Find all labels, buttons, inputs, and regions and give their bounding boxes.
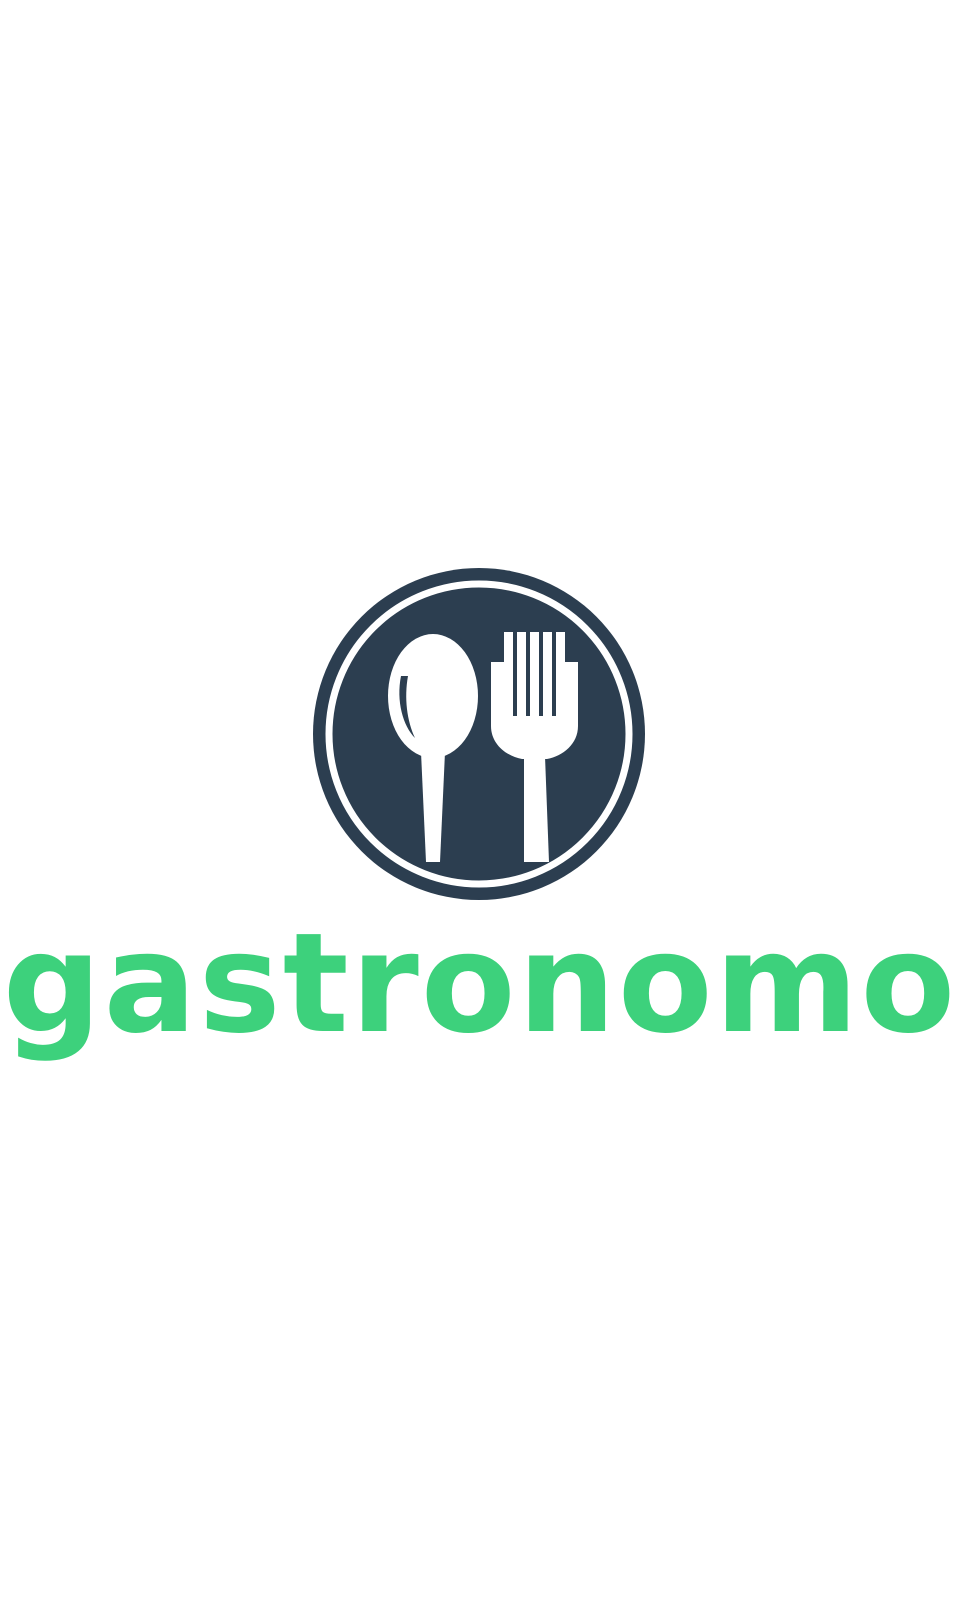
- spoon-fork-logo-icon: [311, 566, 647, 902]
- fork-icon: [491, 632, 578, 862]
- emblem-outer-disk: [313, 568, 645, 900]
- brand-name: gastronomo: [2, 903, 958, 1064]
- emblem-white-ring: [325, 580, 633, 888]
- spoon-icon: [388, 634, 478, 862]
- logo-emblem-graphic: [313, 568, 645, 900]
